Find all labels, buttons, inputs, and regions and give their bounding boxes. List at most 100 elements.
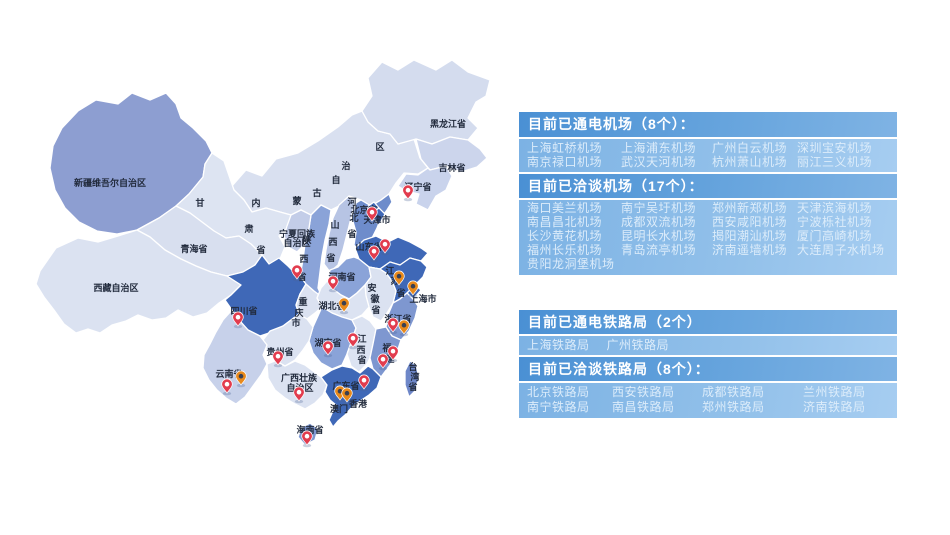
list-item: 武汉天河机场: [621, 155, 697, 170]
province-label: 北京市: [350, 204, 377, 215]
airport-pin-powered-icon: [235, 370, 247, 388]
province-label: 西: [328, 237, 337, 247]
airport-pin-negotiating-icon: [379, 238, 391, 256]
list-item: 南宁铁路局: [527, 399, 590, 414]
airport-pin-negotiating-icon: [322, 340, 334, 358]
province-label: 黑龙江省: [430, 118, 466, 129]
list-item: 上海浦东机场: [621, 141, 697, 155]
list-item: 济南铁路局: [803, 399, 866, 414]
panel-title-negotiating-railways: 目前已洽谈铁路局（8个）：: [519, 356, 897, 381]
list-item: 成都铁路局: [702, 384, 765, 399]
province-label: 澳门: [330, 403, 348, 414]
province-label: 肃: [244, 223, 253, 234]
province-label: 上海市: [409, 293, 436, 304]
list-item: 上海铁路局: [527, 337, 590, 352]
province-liaoning: [397, 165, 453, 211]
province-label: 省: [325, 252, 335, 263]
list-item: 南宁吴圩机场: [621, 201, 697, 216]
list-item: 上海虹桥机场: [527, 141, 603, 155]
list-item: 深圳宝安机场: [797, 141, 873, 155]
province-label: 宁夏回族: [279, 228, 316, 239]
province-label: 吉林省: [438, 162, 465, 173]
list-item: 大连周子水机场: [797, 243, 885, 258]
province-label: 蒙: [292, 195, 301, 206]
airport-pin-negotiating-icon: [293, 386, 305, 404]
province-label: 香港: [348, 398, 368, 409]
list-item: 天津滨海机场: [797, 201, 873, 216]
province-label: 苏: [390, 275, 399, 286]
panel-negotiating-railways: 目前已洽谈铁路局（8个）： 北京铁路局 西安铁路局 成都铁路局 兰州铁路局 南宁铁路局 南…: [519, 356, 897, 418]
list-item: 郑州铁路局: [702, 399, 765, 414]
list-item: 宁波栎社机场: [797, 215, 873, 230]
province-label: 浙江省: [384, 313, 411, 324]
province-label: 北: [349, 212, 358, 223]
province-label: 建: [385, 353, 395, 364]
list-item: 西安咸阳机场: [712, 215, 788, 230]
province-label: 湾: [410, 371, 419, 382]
airport-pin-negotiating-icon: [402, 184, 414, 202]
airport-pin-negotiating-icon: [272, 350, 284, 368]
province-label: 西: [356, 345, 365, 355]
list-item: 西安铁路局: [612, 384, 675, 399]
province-label: 省: [255, 244, 265, 255]
panel-title-negotiating-airports: 目前已洽谈机场（17个）：: [519, 174, 897, 199]
province-hunan: [308, 306, 357, 370]
province-label: 河南省: [328, 271, 355, 282]
province-label: 云南省: [215, 368, 242, 379]
list-item: 南京禄口机场: [527, 155, 603, 170]
list-item: 揭阳潮汕机场: [712, 229, 788, 244]
province-label: 广东省: [332, 380, 359, 391]
list-item: 郑州新郑机场: [712, 201, 788, 216]
airport-pin-negotiating-icon: [368, 245, 380, 263]
province-label: 古: [312, 187, 321, 198]
airport-pin-powered-icon: [341, 387, 353, 405]
province-label: 湖北省: [318, 300, 345, 311]
province-label: 福: [381, 342, 391, 353]
airport-pin-negotiating-icon: [327, 275, 339, 293]
list-item: 北京铁路局: [527, 384, 590, 399]
list-item: 南昌铁路局: [612, 399, 675, 414]
panel-group-spacer: [519, 277, 897, 310]
airport-pin-negotiating-icon: [387, 345, 399, 363]
panel-items-powered-airports: 上海虹桥机场 上海浦东机场 广州白云机场 深圳宝安机场 南京禄口机场 武汉天河机场 杭州萧山…: [519, 139, 897, 173]
province-label: 海南省: [296, 424, 323, 435]
list-item: 福州长乐机场: [527, 243, 603, 258]
province-label: 江: [385, 265, 394, 276]
airport-pin-negotiating-icon: [347, 332, 359, 350]
province-label: 四川省: [230, 305, 257, 316]
province-label: 省: [395, 287, 405, 298]
airport-pin-negotiating-icon: [301, 430, 313, 448]
list-item: 杭州萧山机场: [712, 155, 788, 170]
province-label: 西: [299, 254, 308, 264]
panel-items-powered-railways: 上海铁路局 广州铁路局: [519, 335, 897, 355]
province-label: 辽宁省: [404, 181, 431, 192]
province-label: 西藏自治区: [93, 282, 138, 293]
list-item: 长沙黄花机场: [527, 229, 603, 244]
province-label: 省: [407, 381, 417, 392]
province-label: 庆: [293, 307, 303, 318]
list-item: 济南遥墙机场: [712, 243, 788, 258]
province-label: 自: [331, 174, 340, 185]
airport-pin-powered-icon: [407, 280, 419, 298]
province-label: 区: [375, 142, 384, 152]
panel-powered-airports: 目前已通电机场（8个）： 上海虹桥机场 上海浦东机场 广州白云机场 深圳宝安机场 南京禄…: [519, 112, 897, 173]
province-label: 陕: [302, 234, 312, 245]
panel-powered-railways: 目前已通电铁路局（2个） 上海铁路局 广州铁路局: [519, 309, 897, 355]
airport-pin-negotiating-icon: [221, 378, 233, 396]
panel-title-powered-airports: 目前已通电机场（8个）：: [519, 112, 897, 137]
airport-pin-negotiating-icon: [232, 311, 244, 329]
province-label: 广西壮族: [281, 372, 318, 383]
panel-items-negotiating-airports: 海口美兰机场 南宁吴圩机场 郑州新郑机场 天津滨海机场 南昌昌北机场 成都双流机场 西安咸阳…: [519, 200, 897, 275]
province-ningxia: [283, 209, 312, 253]
province-label: 省: [296, 271, 306, 282]
province-taiwan: [404, 360, 420, 398]
province-label: 台: [408, 361, 417, 372]
province-tibet: [35, 229, 242, 334]
panel-title-powered-railways: 目前已通电铁路局（2个）: [519, 309, 897, 334]
panel-negotiating-airports: 目前已洽谈机场（17个）： 海口美兰机场 南宁吴圩机场 郑州新郑机场 天津滨海机场 南昌…: [519, 174, 897, 275]
list-item: 海口美兰机场: [527, 201, 603, 216]
province-label: 青海省: [180, 243, 207, 254]
province-label: 内: [251, 197, 260, 208]
